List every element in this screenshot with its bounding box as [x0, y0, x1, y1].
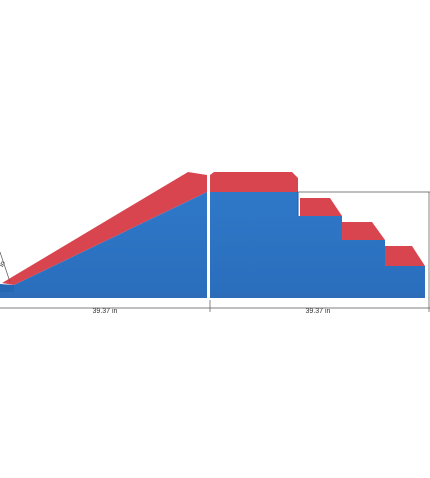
dimension-label: 39.37 in [93, 308, 118, 315]
ramp [0, 172, 207, 298]
dimension-label: 39.37 in [306, 308, 331, 315]
dimension-lines [0, 191, 430, 312]
steps [210, 172, 425, 298]
dimension-label: in [0, 260, 7, 268]
